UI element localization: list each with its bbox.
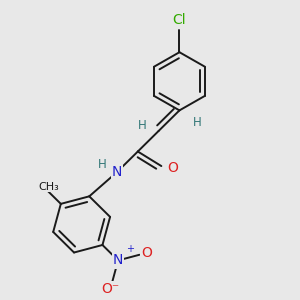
Text: H: H: [193, 116, 202, 128]
Text: CH₃: CH₃: [39, 182, 60, 192]
Text: H: H: [138, 118, 147, 132]
Text: +: +: [126, 244, 134, 254]
Text: H: H: [98, 158, 106, 171]
Text: N: N: [112, 165, 122, 179]
Text: O⁻: O⁻: [101, 282, 119, 296]
Text: N: N: [113, 254, 123, 267]
Text: Cl: Cl: [172, 13, 186, 27]
Text: O: O: [168, 160, 178, 175]
Text: O: O: [141, 246, 152, 260]
